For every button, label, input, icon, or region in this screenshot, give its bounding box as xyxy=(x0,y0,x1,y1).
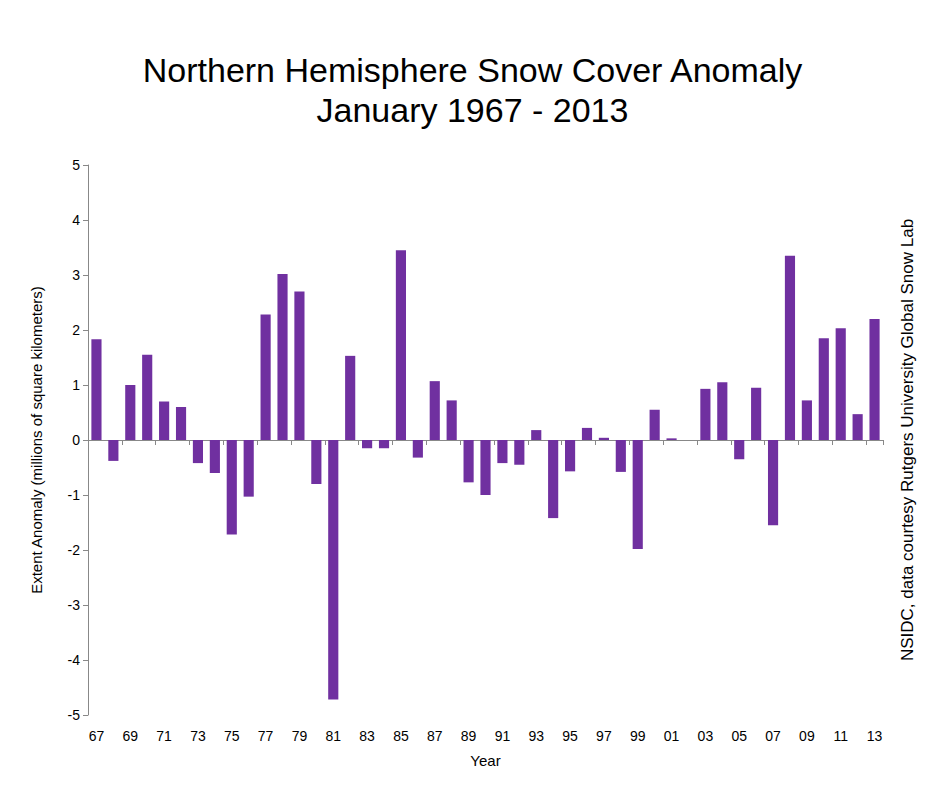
svg-text:83: 83 xyxy=(359,728,375,744)
svg-text:85: 85 xyxy=(393,728,409,744)
svg-text:07: 07 xyxy=(765,728,781,744)
svg-text:73: 73 xyxy=(190,728,206,744)
svg-text:-5: -5 xyxy=(68,707,81,723)
svg-text:05: 05 xyxy=(731,728,747,744)
svg-text:3: 3 xyxy=(72,267,80,283)
svg-text:81: 81 xyxy=(325,728,341,744)
svg-text:4: 4 xyxy=(72,212,80,228)
svg-text:03: 03 xyxy=(698,728,714,744)
svg-text:January 1967 - 2013: January 1967 - 2013 xyxy=(317,91,629,129)
svg-text:-1: -1 xyxy=(68,487,81,503)
svg-text:79: 79 xyxy=(292,728,308,744)
svg-text:89: 89 xyxy=(461,728,477,744)
svg-text:69: 69 xyxy=(122,728,138,744)
svg-text:0: 0 xyxy=(72,432,80,448)
svg-text:11: 11 xyxy=(833,728,848,744)
svg-text:1: 1 xyxy=(72,377,80,393)
svg-text:75: 75 xyxy=(224,728,240,744)
svg-text:-2: -2 xyxy=(68,542,81,558)
svg-text:87: 87 xyxy=(427,728,443,744)
svg-text:95: 95 xyxy=(562,728,578,744)
svg-text:01: 01 xyxy=(664,728,680,744)
svg-text:99: 99 xyxy=(630,728,646,744)
svg-text:NSIDC, data courtesy Rutgers U: NSIDC, data courtesy Rutgers University … xyxy=(898,219,917,661)
svg-text:67: 67 xyxy=(89,728,105,744)
svg-text:Year: Year xyxy=(470,752,500,769)
svg-text:91: 91 xyxy=(495,728,511,744)
svg-text:5: 5 xyxy=(72,157,80,173)
svg-text:93: 93 xyxy=(528,728,544,744)
svg-text:09: 09 xyxy=(799,728,815,744)
svg-text:-4: -4 xyxy=(68,652,81,668)
svg-text:77: 77 xyxy=(258,728,274,744)
svg-text:-3: -3 xyxy=(68,597,81,613)
svg-text:13: 13 xyxy=(867,728,883,744)
svg-text:97: 97 xyxy=(596,728,612,744)
svg-text:Northern Hemisphere Snow Cover: Northern Hemisphere Snow Cover Anomaly xyxy=(143,51,803,89)
svg-text:71: 71 xyxy=(156,728,172,744)
svg-text:Extent Anomaly (millions of sq: Extent Anomaly (millions of square kilom… xyxy=(28,286,45,594)
svg-text:2: 2 xyxy=(72,322,80,338)
